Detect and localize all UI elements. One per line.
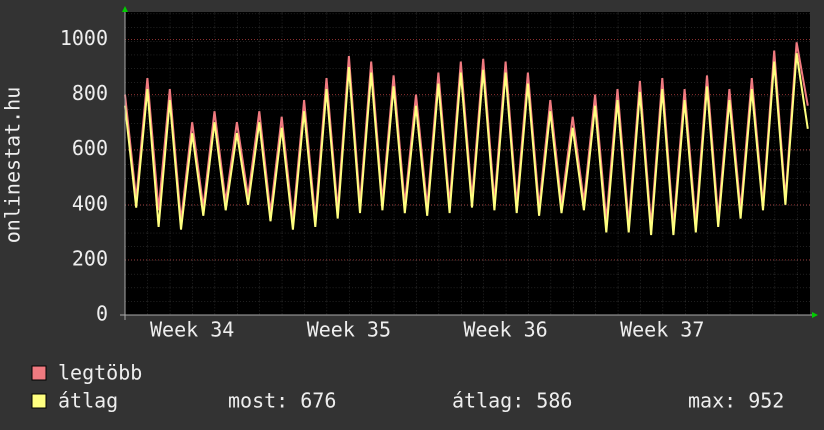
arrow <box>812 312 818 318</box>
y-tick-label: 0 <box>96 302 108 326</box>
lines <box>124 42 809 236</box>
legend-stat: most: 676 <box>228 389 336 413</box>
y-tick-label: 800 <box>72 81 108 105</box>
legend-label: átlag <box>58 389 118 413</box>
y-tick-label: 400 <box>72 191 108 215</box>
x-tick-label: Week 36 <box>463 318 547 342</box>
x-tick-label: Week 34 <box>150 318 234 342</box>
legend: legtöbb átlag most: 676 átlag: 586 max: 952 <box>31 361 784 413</box>
arrow <box>122 6 128 12</box>
legend-label: legtöbb <box>58 361 142 385</box>
x-tick-label: Week 35 <box>307 318 391 342</box>
y-tick-label: 1000 <box>60 26 108 50</box>
legend-stat: max: 952 <box>688 389 784 413</box>
x-tick-label: Week 37 <box>620 318 704 342</box>
legend-swatch <box>31 365 47 381</box>
legend-stat: átlag: 586 <box>452 389 572 413</box>
y-tick-label: 200 <box>72 246 108 270</box>
legend-swatch <box>31 393 47 409</box>
y-axis-label: onlinestat.hu <box>1 87 25 244</box>
series-line <box>124 53 809 236</box>
y-tick-label: 600 <box>72 136 108 160</box>
